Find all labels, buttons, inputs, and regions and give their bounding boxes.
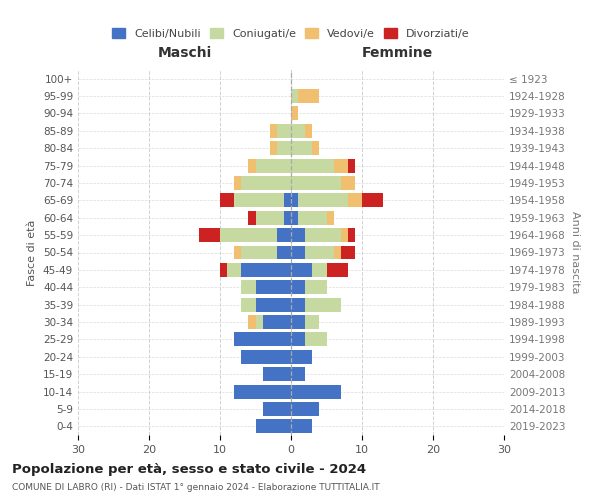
Bar: [298, 211, 326, 224]
Bar: [220, 263, 227, 277]
Text: Maschi: Maschi: [157, 46, 212, 60]
Bar: [241, 263, 291, 277]
Bar: [291, 298, 305, 312]
Bar: [234, 194, 284, 207]
Bar: [291, 142, 313, 155]
Bar: [334, 158, 348, 172]
Bar: [341, 246, 355, 260]
Bar: [291, 384, 341, 398]
Bar: [291, 89, 298, 103]
Bar: [348, 194, 362, 207]
Bar: [256, 298, 291, 312]
Bar: [241, 246, 277, 260]
Bar: [348, 158, 355, 172]
Bar: [291, 106, 298, 120]
Bar: [291, 315, 305, 329]
Bar: [199, 228, 220, 242]
Bar: [291, 211, 298, 224]
Bar: [305, 315, 319, 329]
Bar: [248, 211, 256, 224]
Bar: [298, 194, 348, 207]
Bar: [256, 315, 263, 329]
Bar: [341, 228, 348, 242]
Bar: [291, 263, 313, 277]
Text: COMUNE DI LABRO (RI) - Dati ISTAT 1° gennaio 2024 - Elaborazione TUTTITALIA.IT: COMUNE DI LABRO (RI) - Dati ISTAT 1° gen…: [12, 484, 380, 492]
Bar: [326, 211, 334, 224]
Bar: [248, 315, 256, 329]
Bar: [241, 350, 291, 364]
Bar: [291, 402, 319, 416]
Bar: [291, 176, 341, 190]
Bar: [234, 332, 291, 346]
Legend: Celibi/Nubili, Coniugati/e, Vedovi/e, Divorziati/e: Celibi/Nubili, Coniugati/e, Vedovi/e, Di…: [109, 24, 473, 42]
Text: Popolazione per età, sesso e stato civile - 2024: Popolazione per età, sesso e stato civil…: [12, 462, 366, 475]
Bar: [241, 176, 291, 190]
Bar: [263, 315, 291, 329]
Bar: [326, 263, 348, 277]
Bar: [256, 420, 291, 434]
Bar: [256, 158, 291, 172]
Bar: [277, 124, 291, 138]
Bar: [284, 211, 291, 224]
Bar: [277, 228, 291, 242]
Bar: [241, 280, 256, 294]
Bar: [334, 246, 341, 260]
Bar: [291, 420, 313, 434]
Bar: [291, 194, 298, 207]
Bar: [220, 228, 277, 242]
Bar: [263, 367, 291, 381]
Bar: [277, 142, 291, 155]
Bar: [313, 142, 319, 155]
Bar: [291, 124, 305, 138]
Bar: [256, 280, 291, 294]
Y-axis label: Anni di nascita: Anni di nascita: [569, 211, 580, 294]
Bar: [284, 194, 291, 207]
Bar: [256, 211, 284, 224]
Bar: [291, 246, 305, 260]
Bar: [234, 176, 241, 190]
Bar: [305, 228, 341, 242]
Bar: [305, 298, 341, 312]
Bar: [241, 298, 256, 312]
Bar: [234, 384, 291, 398]
Bar: [270, 124, 277, 138]
Bar: [341, 176, 355, 190]
Bar: [291, 350, 313, 364]
Bar: [263, 402, 291, 416]
Bar: [362, 194, 383, 207]
Bar: [291, 158, 334, 172]
Bar: [305, 246, 334, 260]
Bar: [291, 228, 305, 242]
Bar: [220, 194, 234, 207]
Text: Femmine: Femmine: [362, 46, 433, 60]
Bar: [291, 280, 305, 294]
Bar: [270, 142, 277, 155]
Bar: [277, 246, 291, 260]
Bar: [305, 280, 326, 294]
Bar: [291, 367, 305, 381]
Bar: [227, 263, 241, 277]
Bar: [298, 89, 319, 103]
Bar: [291, 332, 305, 346]
Bar: [313, 263, 326, 277]
Bar: [305, 124, 313, 138]
Bar: [248, 158, 256, 172]
Bar: [234, 246, 241, 260]
Bar: [305, 332, 326, 346]
Bar: [348, 228, 355, 242]
Y-axis label: Fasce di età: Fasce di età: [28, 220, 37, 286]
